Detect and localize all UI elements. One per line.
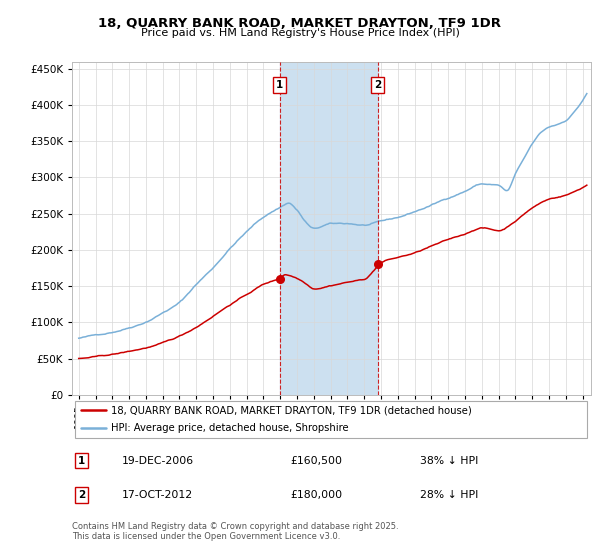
Text: 28% ↓ HPI: 28% ↓ HPI xyxy=(420,491,478,500)
Text: £160,500: £160,500 xyxy=(290,455,342,465)
Text: 1: 1 xyxy=(276,80,283,90)
Text: 19-DEC-2006: 19-DEC-2006 xyxy=(121,455,193,465)
Text: 17-OCT-2012: 17-OCT-2012 xyxy=(121,491,193,500)
Text: 38% ↓ HPI: 38% ↓ HPI xyxy=(420,455,478,465)
Text: £180,000: £180,000 xyxy=(290,491,342,500)
Text: 2: 2 xyxy=(78,491,85,500)
Text: HPI: Average price, detached house, Shropshire: HPI: Average price, detached house, Shro… xyxy=(111,423,349,433)
Bar xyxy=(280,62,377,395)
Text: 18, QUARRY BANK ROAD, MARKET DRAYTON, TF9 1DR: 18, QUARRY BANK ROAD, MARKET DRAYTON, TF… xyxy=(98,17,502,30)
Text: 18, QUARRY BANK ROAD, MARKET DRAYTON, TF9 1DR (detached house): 18, QUARRY BANK ROAD, MARKET DRAYTON, TF… xyxy=(111,405,472,415)
FancyBboxPatch shape xyxy=(74,402,587,437)
Text: Contains HM Land Registry data © Crown copyright and database right 2025.
This d: Contains HM Land Registry data © Crown c… xyxy=(72,522,398,542)
Text: Price paid vs. HM Land Registry's House Price Index (HPI): Price paid vs. HM Land Registry's House … xyxy=(140,28,460,38)
Text: 2: 2 xyxy=(374,80,381,90)
Text: 1: 1 xyxy=(78,455,85,465)
